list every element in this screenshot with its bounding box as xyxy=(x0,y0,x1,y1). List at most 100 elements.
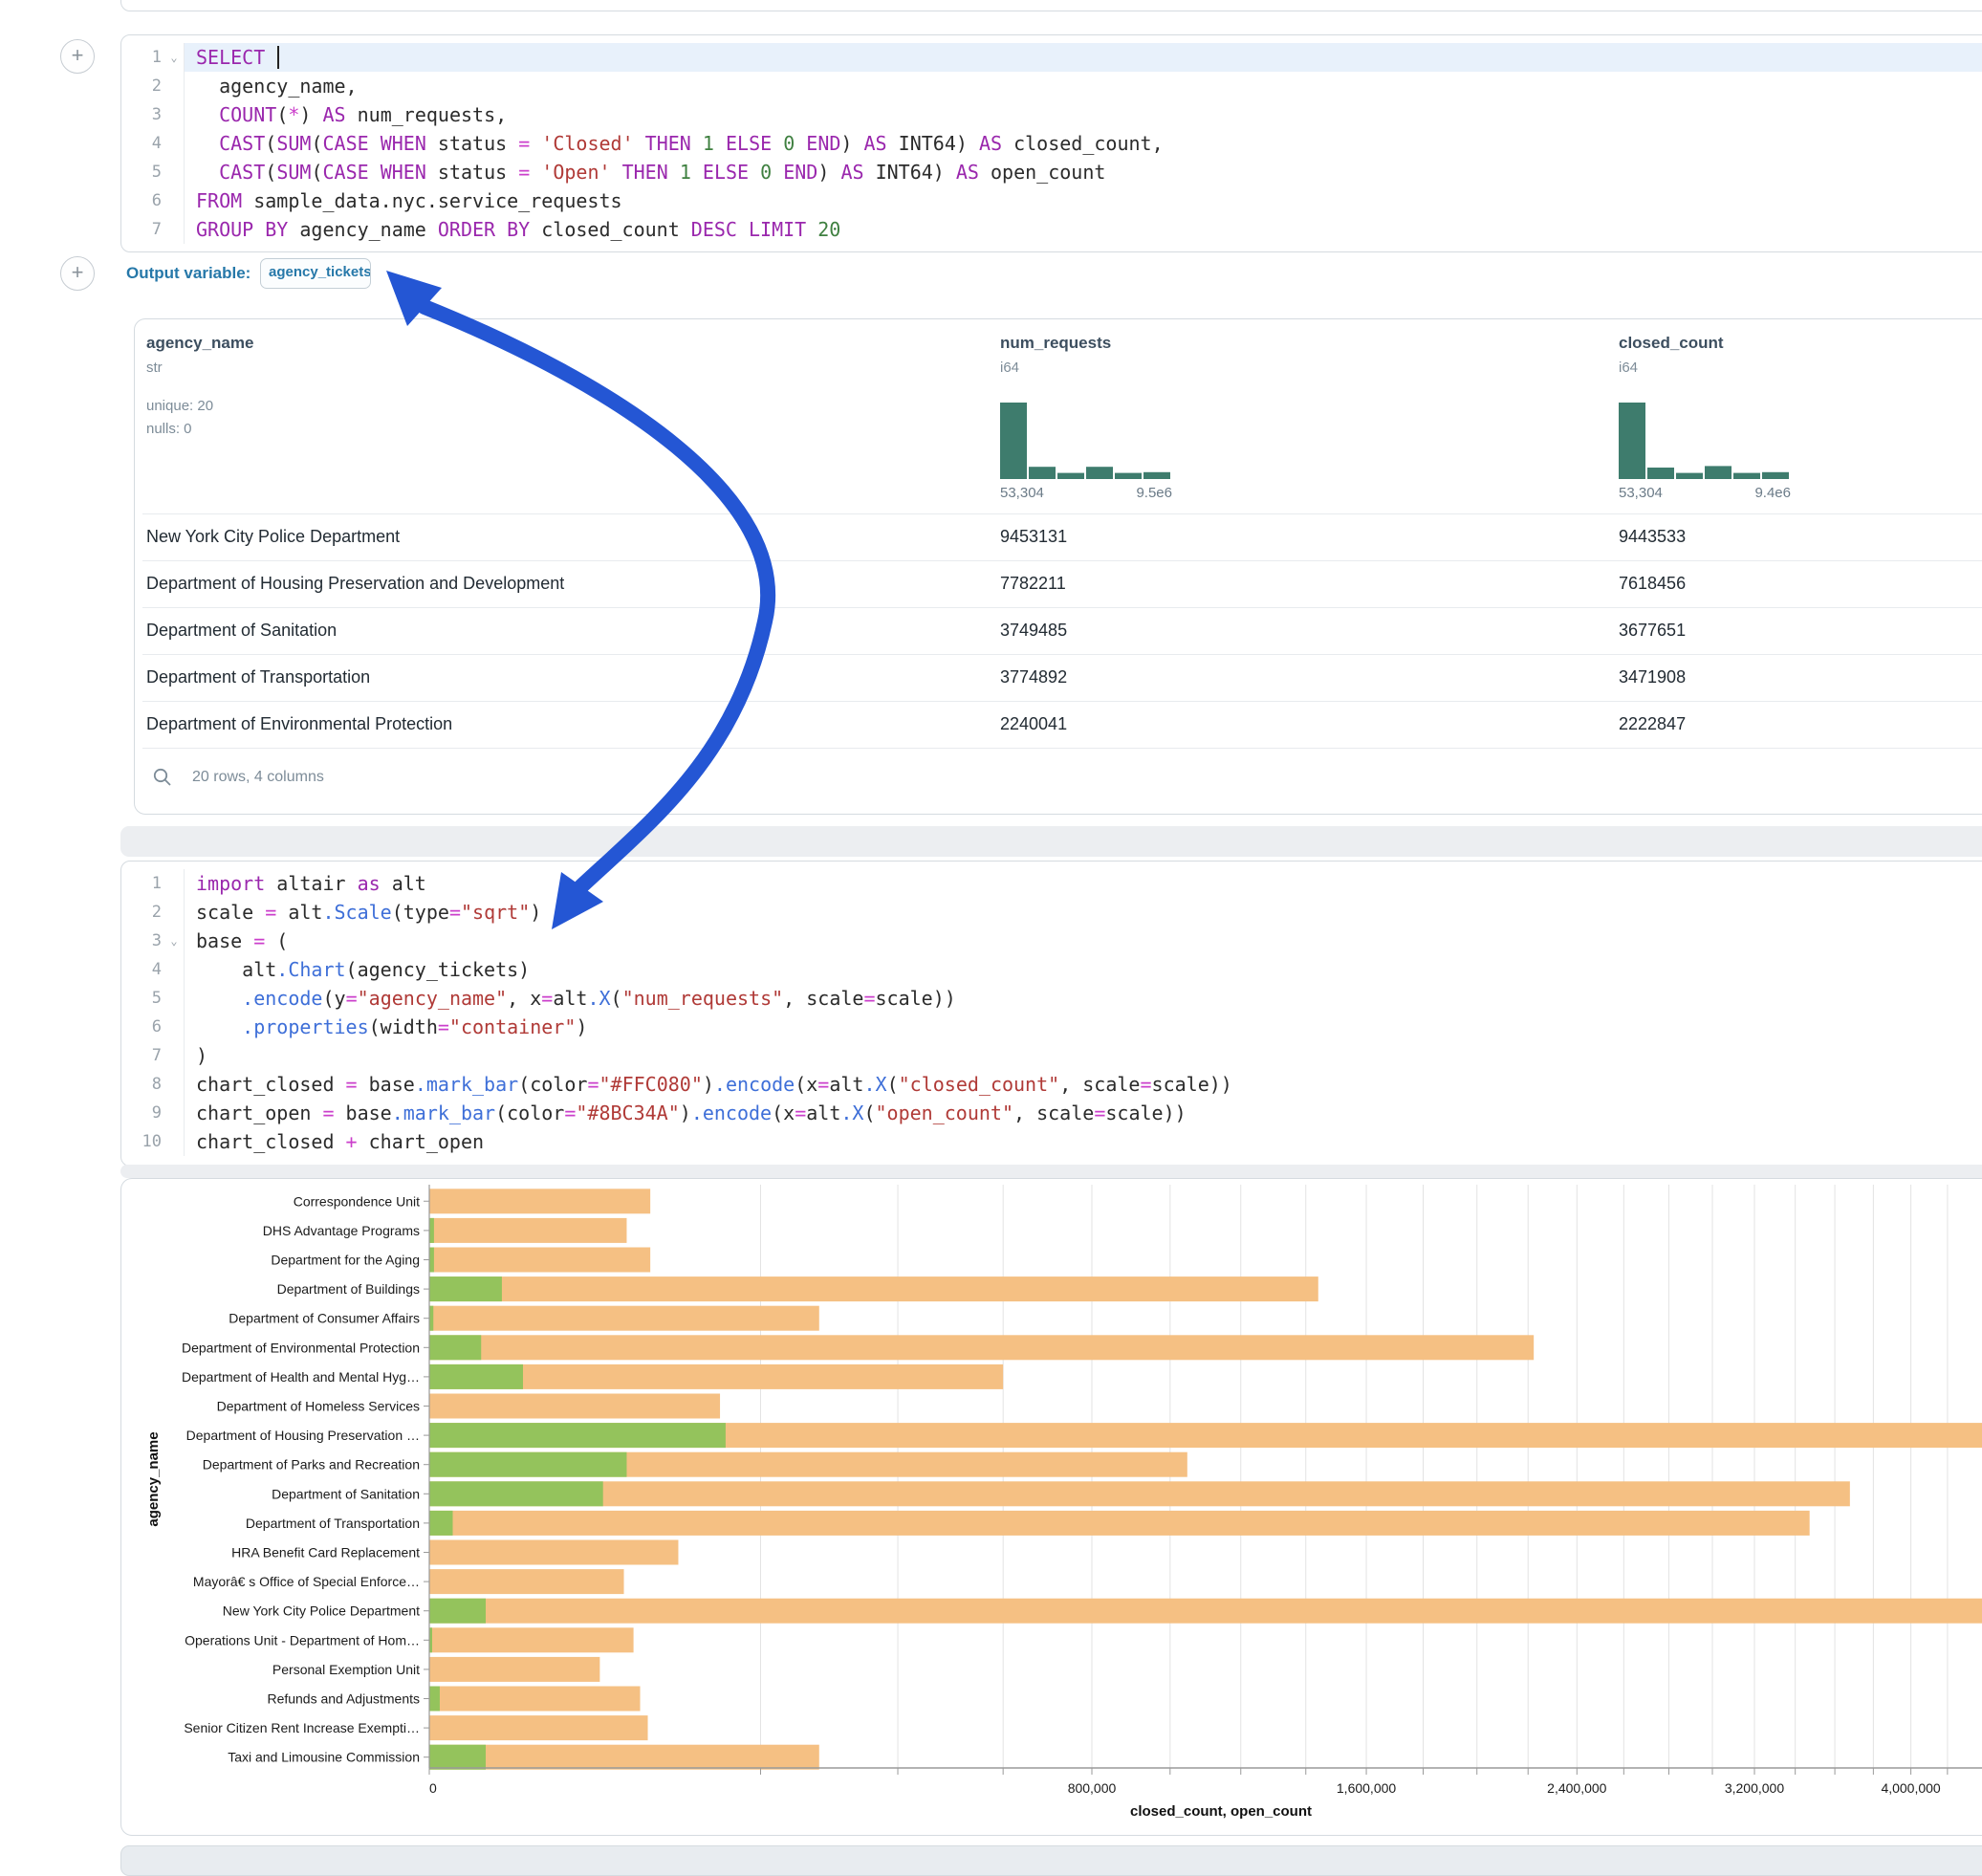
svg-text:agency_name: agency_name xyxy=(145,1431,162,1526)
svg-text:Operations Unit - Department o: Operations Unit - Department of Hom… xyxy=(185,1632,420,1647)
line-number: 5 xyxy=(121,989,164,1008)
code-line[interactable]: 4 CAST(SUM(CASE WHEN status = 'Closed' T… xyxy=(121,129,1982,158)
result-table: agency_name str unique: 20 nulls: 0 num_… xyxy=(134,318,1982,815)
svg-text:Correspondence Unit: Correspondence Unit xyxy=(294,1193,420,1209)
text-cursor xyxy=(277,46,279,69)
fold-chevron-icon[interactable]: ⌄ xyxy=(164,43,184,72)
table-cell: Department of Sanitation xyxy=(146,621,337,641)
code-line[interactable]: 3⌄base = ( xyxy=(121,927,1982,955)
histogram-range-num-requests: 53,304 9.5e6 xyxy=(1000,485,1172,501)
line-number: 6 xyxy=(121,1017,164,1036)
column-type-closed-count: i64 xyxy=(1619,360,1638,376)
code-text[interactable]: chart_closed + chart_open xyxy=(184,1127,1982,1156)
column-header-agency-name[interactable]: agency_name xyxy=(146,334,253,353)
code-line[interactable]: 5 .encode(y="agency_name", x=alt.X("num_… xyxy=(121,984,1982,1013)
code-line[interactable]: 3 COUNT(*) AS num_requests, xyxy=(121,100,1982,129)
notebook-page: { "colors": { "accent_blue": "#2456d4", … xyxy=(0,0,1982,1859)
code-text[interactable]: agency_name, xyxy=(184,72,1982,100)
svg-text:1,600,000: 1,600,000 xyxy=(1337,1780,1396,1796)
column-header-closed-count[interactable]: closed_count xyxy=(1619,334,1724,353)
svg-text:Department of Homeless Service: Department of Homeless Services xyxy=(217,1399,420,1414)
output-variable-pill[interactable]: agency_tickets xyxy=(260,258,371,289)
line-number: 8 xyxy=(121,1075,164,1094)
line-number: 5 xyxy=(121,163,164,182)
add-cell-button-output[interactable]: + xyxy=(60,256,95,291)
svg-text:3,200,000: 3,200,000 xyxy=(1725,1780,1784,1796)
code-line[interactable]: 10 chart_closed + chart_open xyxy=(121,1127,1982,1156)
code-text[interactable]: SELECT xyxy=(184,43,1982,72)
svg-text:Mayorâ€ s Office of Special En: Mayorâ€ s Office of Special Enforce… xyxy=(193,1574,420,1589)
svg-text:Department of Parks and Recrea: Department of Parks and Recreation xyxy=(203,1457,420,1472)
svg-text:DHS Advantage Programs: DHS Advantage Programs xyxy=(263,1223,420,1238)
svg-text:Department of Buildings: Department of Buildings xyxy=(277,1281,420,1297)
code-text[interactable]: chart_closed = base.mark_bar(color="#FFC… xyxy=(184,1070,1982,1099)
search-icon[interactable] xyxy=(152,767,173,788)
column-type-num-requests: i64 xyxy=(1000,360,1019,376)
svg-text:Department of Consumer Affairs: Department of Consumer Affairs xyxy=(229,1311,420,1326)
code-text[interactable]: chart_open = base.mark_bar(color="#8BC34… xyxy=(184,1099,1982,1127)
svg-text:Department of Sanitation: Department of Sanitation xyxy=(272,1486,420,1501)
table-cell: 9453131 xyxy=(1000,527,1067,547)
code-line[interactable]: 1⌄SELECT xyxy=(121,43,1982,72)
code-line[interactable]: 8 chart_closed = base.mark_bar(color="#FF… xyxy=(121,1070,1982,1099)
row-separator xyxy=(142,607,1982,608)
svg-text:Taxi and Limousine Commission: Taxi and Limousine Commission xyxy=(228,1750,420,1765)
line-number: 7 xyxy=(121,1046,164,1065)
sql-code-editor[interactable]: 1⌄SELECT 2 agency_name,3 COUNT(*) AS num… xyxy=(121,35,1982,244)
column-stat-unique: unique: 20 xyxy=(146,398,213,414)
python-code-editor[interactable]: 1 import altair as alt2scale = alt.Scale(… xyxy=(121,862,1982,1156)
code-line[interactable]: 7GROUP BY agency_name ORDER BY closed_co… xyxy=(121,215,1982,244)
code-text[interactable]: COUNT(*) AS num_requests, xyxy=(184,100,1982,129)
column-header-num-requests[interactable]: num_requests xyxy=(1000,334,1111,353)
code-text[interactable]: import altair as alt xyxy=(184,869,1982,898)
svg-text:Senior Citizen Rent Increase E: Senior Citizen Rent Increase Exempti… xyxy=(184,1720,420,1735)
svg-text:New York City Police Departmen: New York City Police Department xyxy=(223,1603,420,1619)
table-row-count: 20 rows, 4 columns xyxy=(192,769,324,786)
code-text[interactable]: .encode(y="agency_name", x=alt.X("num_re… xyxy=(184,984,1982,1013)
histogram-closed-count xyxy=(1619,401,1791,486)
code-line[interactable]: 7) xyxy=(121,1041,1982,1070)
code-line[interactable]: 2 agency_name, xyxy=(121,72,1982,100)
row-separator xyxy=(142,748,1982,749)
output-gap-band xyxy=(120,1165,1982,1178)
table-cell: New York City Police Department xyxy=(146,527,400,547)
code-text[interactable]: alt.Chart(agency_tickets) xyxy=(184,955,1982,984)
svg-text:HRA Benefit Card Replacement: HRA Benefit Card Replacement xyxy=(231,1545,420,1560)
code-line[interactable]: 4 alt.Chart(agency_tickets) xyxy=(121,955,1982,984)
code-text[interactable]: GROUP BY agency_name ORDER BY closed_cou… xyxy=(184,215,1982,244)
sql-cell: 1⌄SELECT 2 agency_name,3 COUNT(*) AS num… xyxy=(120,34,1982,252)
code-text[interactable]: .properties(width="container") xyxy=(184,1013,1982,1041)
code-line[interactable]: 6 .properties(width="container") xyxy=(121,1013,1982,1041)
code-text[interactable]: CAST(SUM(CASE WHEN status = 'Open' THEN … xyxy=(184,158,1982,186)
code-line[interactable]: 9chart_open = base.mark_bar(color="#8BC3… xyxy=(121,1099,1982,1127)
svg-text:Refunds and Adjustments: Refunds and Adjustments xyxy=(267,1691,420,1707)
line-number: 4 xyxy=(121,134,164,153)
table-cell: 3749485 xyxy=(1000,621,1067,641)
svg-text:Department for the Aging: Department for the Aging xyxy=(271,1253,420,1268)
fold-chevron-icon[interactable]: ⌄ xyxy=(164,927,184,955)
add-cell-button-top[interactable]: + xyxy=(60,39,95,74)
code-line[interactable]: 6FROM sample_data.nyc.service_requests xyxy=(121,186,1982,215)
line-number: 2 xyxy=(121,76,164,96)
code-line[interactable]: 2scale = alt.Scale(type="sqrt") xyxy=(121,898,1982,927)
row-separator xyxy=(142,513,1982,514)
svg-text:closed_count, open_count: closed_count, open_count xyxy=(1130,1803,1312,1820)
code-text[interactable]: FROM sample_data.nyc.service_requests xyxy=(184,186,1982,215)
code-line[interactable]: 1 import altair as alt xyxy=(121,869,1982,898)
code-text[interactable]: ) xyxy=(184,1041,1982,1070)
line-number: 4 xyxy=(121,960,164,979)
code-line[interactable]: 5 CAST(SUM(CASE WHEN status = 'Open' THE… xyxy=(121,158,1982,186)
svg-text:Personal Exemption Unit: Personal Exemption Unit xyxy=(272,1662,420,1677)
code-text[interactable]: scale = alt.Scale(type="sqrt") xyxy=(184,898,1982,927)
svg-text:800,000: 800,000 xyxy=(1068,1780,1117,1796)
next-cell-top-edge xyxy=(120,1845,1982,1876)
table-cell: 2240041 xyxy=(1000,714,1067,734)
code-text[interactable]: base = ( xyxy=(184,927,1982,955)
line-number: 10 xyxy=(121,1132,164,1151)
row-separator xyxy=(142,560,1982,561)
code-text[interactable]: CAST(SUM(CASE WHEN status = 'Closed' THE… xyxy=(184,129,1982,158)
table-cell: 3774892 xyxy=(1000,667,1067,687)
previous-cell-bottom-edge xyxy=(120,0,1982,11)
line-number: 3 xyxy=(121,931,164,950)
line-number: 1 xyxy=(121,874,164,893)
